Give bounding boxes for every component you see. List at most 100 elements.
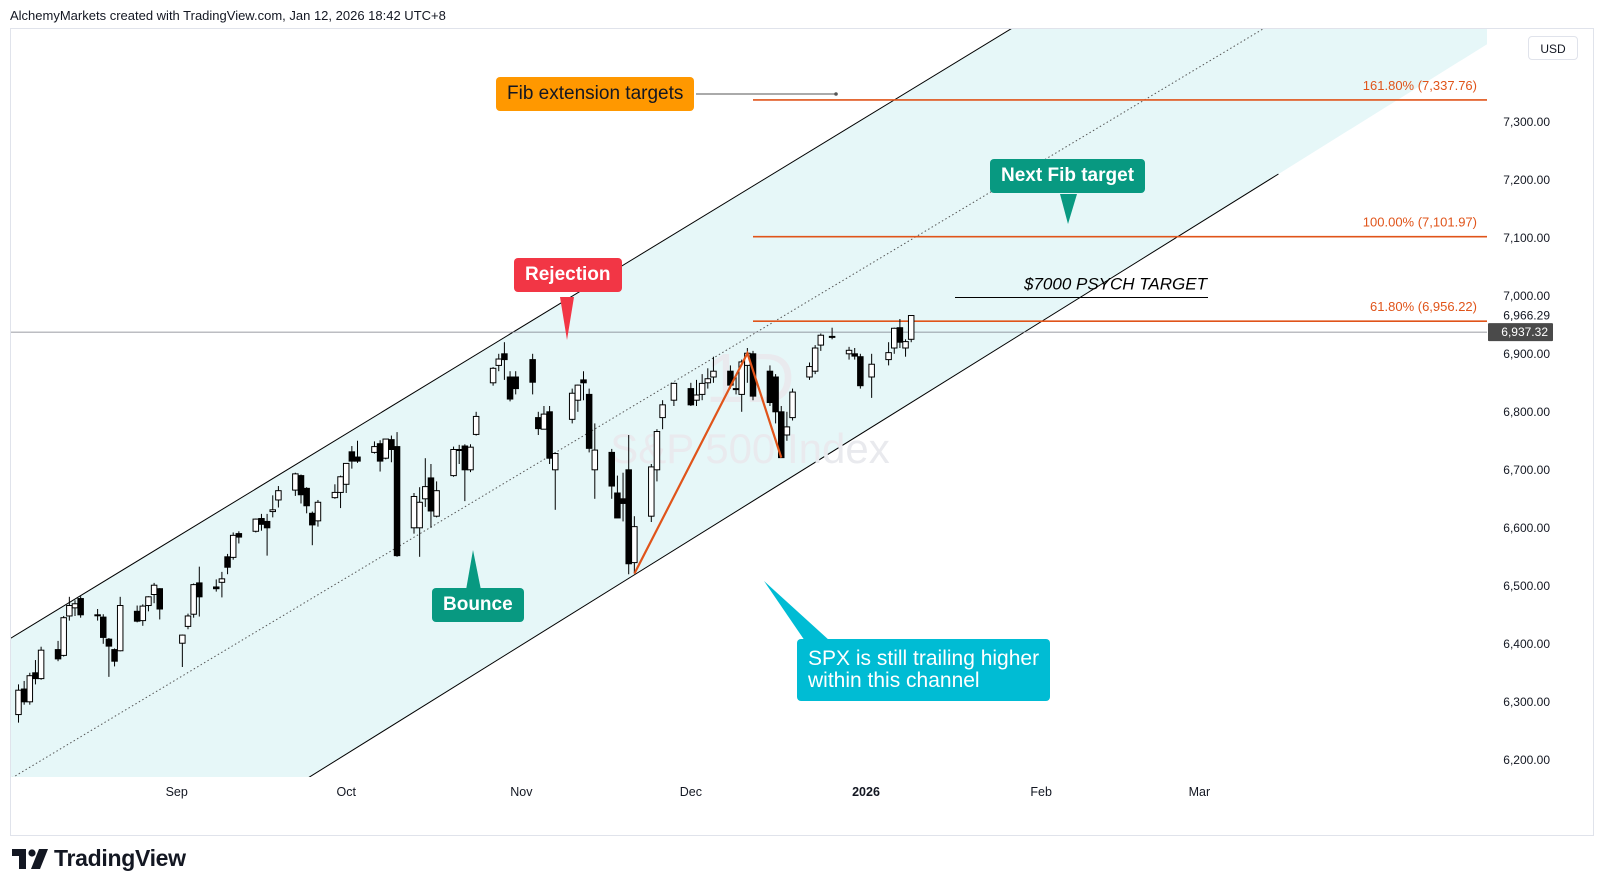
candle-body [258,518,265,525]
y-tick-label: 7,100.00 [1503,231,1550,245]
candle-body [105,638,113,647]
candle-body [845,349,853,355]
candle-body [828,335,836,338]
candle-body [529,359,536,383]
candle-body [902,341,909,349]
candle-body [314,501,322,522]
candle-body [15,689,22,716]
candle-body [77,598,84,616]
candle-body [331,491,339,499]
next-fib-label: Next Fib target [990,159,1146,193]
candle-body [309,512,316,526]
candle-body [32,672,39,680]
currency-button[interactable]: USD [1528,36,1578,60]
candle-body [275,490,282,501]
candle-body [376,443,384,462]
candle-body [811,347,819,372]
candle-body [552,453,559,471]
candle-body [857,356,864,387]
chart-frame [10,28,1594,836]
candle-body [263,520,271,529]
x-tick-label: Feb [1030,785,1052,799]
x-tick-label: Nov [510,785,533,799]
fib-extension-dot [834,92,838,96]
candle-body [614,492,621,519]
candle-body [71,603,79,609]
candle-body [472,415,480,435]
candle-body [540,413,548,430]
candle-body [382,438,389,459]
candle-body [292,473,299,491]
candle-body [574,384,582,401]
candle-body [297,475,305,496]
candle-body [156,588,163,610]
candle-body [100,616,107,638]
candle-body [896,327,904,343]
tradingview-logo-icon [12,848,48,869]
candle-body [348,451,356,462]
channel-upper-line [11,29,1012,639]
candle-body [585,393,593,449]
candle-body [907,315,915,340]
candle-body [427,477,435,512]
y-tick-label: 6,700.00 [1503,463,1550,477]
current-price-label: 6,937.32 [1501,325,1548,339]
bounce-label: Bounce [432,588,524,622]
candle-body [111,649,118,662]
candle-body [133,610,141,622]
candle-body [489,367,497,384]
x-tick-label: Sep [166,785,188,799]
candle-body [371,446,378,453]
candle-body [455,449,463,451]
candle-body [218,578,226,583]
candle-body [659,404,666,419]
candle-body [851,353,858,357]
candle-body [60,617,67,656]
candle-body [179,634,186,644]
candle-body [145,596,152,607]
candle-body [580,379,587,384]
candle-body [868,363,875,378]
candle-body [184,615,192,627]
candle-body [512,376,519,390]
x-tick-label: Dec [680,785,702,799]
candle-body [190,584,197,615]
candle-body [66,605,73,617]
y-tick-label: 6,600.00 [1503,521,1550,535]
spx-label-line2: within this channel [808,669,980,692]
tradingview-logo[interactable]: TradingView [12,845,186,872]
candle-body [450,449,457,477]
y-tick-label: 6,800.00 [1503,405,1550,419]
y-tick-label: 6,500.00 [1503,579,1550,593]
candle-body [252,518,260,532]
chart-caption: AlchemyMarkets created with TradingView.… [10,8,446,23]
candle-body [196,582,203,598]
next-fib-pointer [1060,194,1077,224]
candle-body [467,446,474,471]
candle-body [139,605,147,622]
candle-body [337,476,344,493]
candle-body [546,411,553,459]
fib-extension-label: Fib extension targets [496,77,695,111]
candle-body [693,394,700,401]
candle-body [535,417,542,430]
candle-body [94,614,101,617]
candle-body [393,446,401,557]
candle-body [653,431,661,471]
high-marker-label: 6,966.29 [1503,308,1550,322]
tradingview-brand-text: TradingView [54,845,186,871]
spx-label-line1: SPX is still trailing higher [808,647,1040,670]
y-tick-label: 6,900.00 [1503,347,1550,361]
fib-level-label: 100.00% (7,101.97) [1363,215,1477,230]
candle-body [766,370,774,404]
candle-body [235,533,243,538]
fib-level-label: 61.80% (6,956.22) [1370,299,1477,314]
bounce-pointer [466,550,481,590]
candle-body [783,426,791,436]
rejection-pointer [560,297,574,340]
fib-level-label: 161.80% (7,337.76) [1363,78,1477,93]
y-tick-label: 6,200.00 [1503,753,1550,767]
candle-body [224,556,231,568]
candle-body [495,358,502,366]
